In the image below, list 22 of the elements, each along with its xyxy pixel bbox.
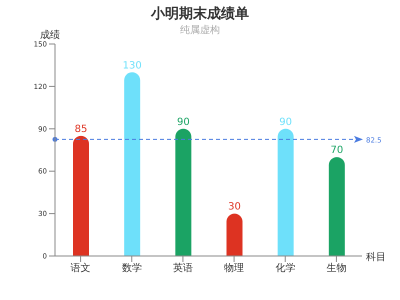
x-tick-label: 生物 bbox=[326, 262, 346, 274]
bar bbox=[278, 128, 294, 256]
data-label: 70 bbox=[330, 145, 344, 156]
data-label: 130 bbox=[122, 60, 142, 72]
data-label: 85 bbox=[74, 124, 88, 135]
bar bbox=[328, 157, 345, 256]
x-tick-label: 物理 bbox=[224, 263, 244, 274]
data-label: 90 bbox=[279, 116, 292, 128]
chart-subtitle: 纯属虚构 bbox=[180, 25, 220, 36]
y-axis-title: 成绩 bbox=[40, 28, 60, 41]
x-axis-title: 科目 bbox=[366, 250, 386, 264]
data-label: 90 bbox=[176, 116, 190, 128]
bar bbox=[124, 72, 140, 256]
x-tick-label: 数学 bbox=[122, 262, 142, 274]
data-label: 30 bbox=[228, 202, 241, 213]
bar bbox=[226, 214, 242, 256]
x-tick-label: 语文 bbox=[70, 262, 91, 274]
bar bbox=[73, 136, 89, 256]
chart-title: 小明期末成绩单 bbox=[150, 5, 250, 23]
bar bbox=[175, 128, 192, 256]
x-tick-label: 英语 bbox=[172, 262, 193, 274]
x-tick-label: 化学 bbox=[275, 262, 296, 274]
